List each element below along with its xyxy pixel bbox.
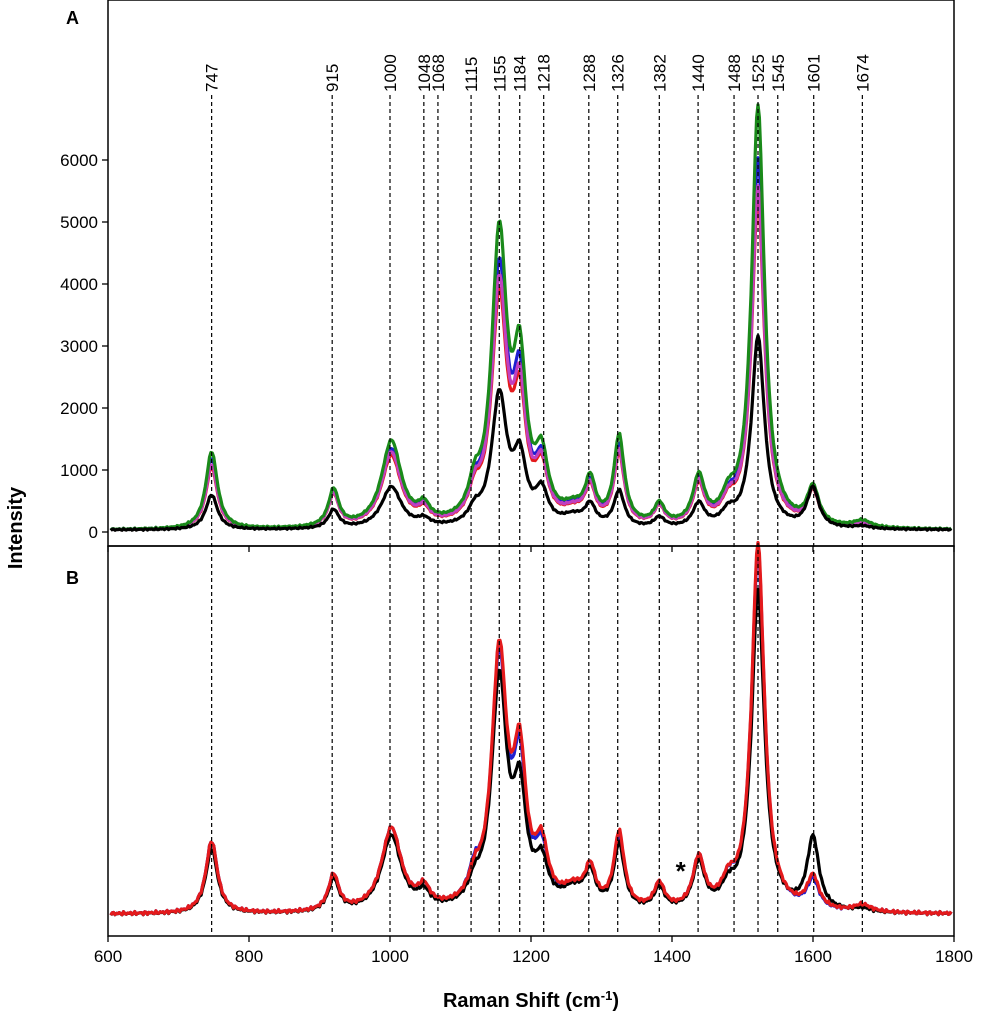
x-tick-label-1800: 1800 <box>935 947 973 966</box>
peak-label-1488: 1488 <box>725 54 744 92</box>
peak-label-1382: 1382 <box>650 54 669 92</box>
peak-label-1218: 1218 <box>535 54 554 92</box>
panel-a-series-5-line <box>109 334 953 532</box>
axis-ticks <box>102 159 955 942</box>
y-tick-label-4000: 4000 <box>60 275 98 294</box>
peak-label-1115: 1115 <box>462 57 481 92</box>
peak-label-1184: 1184 <box>511 55 530 92</box>
peak-label-1288: 1288 <box>580 54 599 92</box>
peak-label-1545: 1545 <box>769 54 788 92</box>
panel-b-series-1-line <box>109 548 953 917</box>
y-axis-title: Intensity <box>5 486 27 569</box>
text-labels: 0 1000 2000 3000 4000 5000 6000 600 800 1000 1200 1… <box>5 8 973 1012</box>
peak-label-1000: 1000 <box>381 54 400 92</box>
peak-label-747: 747 <box>203 64 222 92</box>
peak-label-1326: 1326 <box>609 54 628 92</box>
peak-label-1068: 1068 <box>429 54 448 92</box>
plot-frame <box>107 0 955 937</box>
y-tick-label-1000: 1000 <box>60 461 98 480</box>
y-tick-label-2000: 2000 <box>60 399 98 418</box>
panel-b-series-3-line <box>109 540 953 917</box>
x-tick-label-800: 800 <box>235 947 263 966</box>
x-tick-label-600: 600 <box>94 947 122 966</box>
panel-a-series <box>109 103 953 532</box>
y-tick-label-6000: 6000 <box>60 151 98 170</box>
peak-label-1440: 1440 <box>689 54 708 92</box>
panel-a-series-4-line <box>109 103 953 532</box>
peak-label-1155: 1155 <box>490 55 509 92</box>
peak-label-915: 915 <box>323 64 342 92</box>
y-tick-label-3000: 3000 <box>60 337 98 356</box>
panel-a-frame <box>107 0 955 547</box>
panel-b-label: B <box>66 568 79 588</box>
peak-label-1674: 1674 <box>853 54 872 92</box>
y-tick-label-5000: 5000 <box>60 213 98 232</box>
asterisk-annotation: * <box>676 856 687 886</box>
panel-a-series-2-line <box>109 156 953 532</box>
x-tick-label-1600: 1600 <box>794 947 832 966</box>
panel-a-label: A <box>66 8 79 28</box>
panel-b-series-2-line <box>109 587 953 917</box>
y-tick-label-0: 0 <box>89 523 98 542</box>
peak-label-1048: 1048 <box>415 54 434 92</box>
x-axis-title: Raman Shift (cm-1) <box>443 988 619 1013</box>
panel-b-frame <box>107 545 955 937</box>
peak-label-1601: 1601 <box>805 54 824 92</box>
x-tick-label-1400: 1400 <box>653 947 691 966</box>
peak-guide-lines <box>211 95 863 935</box>
panel-a-series-1-line <box>109 196 953 532</box>
panel-a-series-3-line <box>109 184 953 532</box>
x-tick-label-1200: 1200 <box>512 947 550 966</box>
panel-b-series <box>109 540 953 917</box>
peak-label-1525: 1525 <box>749 54 768 92</box>
x-tick-label-1000: 1000 <box>371 947 409 966</box>
